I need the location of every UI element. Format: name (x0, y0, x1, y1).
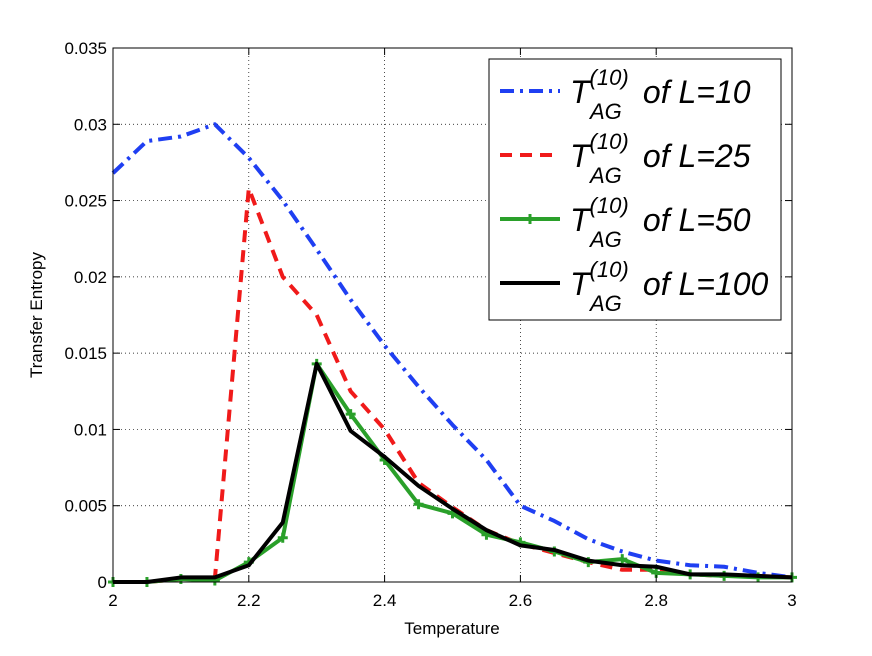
series-3-marker (617, 554, 628, 565)
y-tick-label: 0.005 (64, 497, 107, 516)
series-line-4 (113, 361, 793, 584)
series-3-marker (345, 409, 356, 420)
legend-marker-3 (525, 214, 535, 224)
y-tick-label: 0.03 (74, 115, 107, 134)
legend-label-2: T(10) AG of L=25 (570, 129, 751, 188)
x-tick-label: 2.4 (373, 591, 397, 610)
plot-frame (112, 47, 793, 583)
legend-label-4: T(10) AG of L=100 (570, 257, 769, 316)
y-tick-label: 0.01 (74, 420, 107, 439)
y-tick-label: 0.025 (64, 192, 107, 211)
y-tick-label: 0.02 (74, 268, 107, 287)
x-tick-label: 2.8 (644, 591, 668, 610)
legend: T(10) AG of L=10T(10) AG of L=25T(10) AG of… (488, 58, 782, 321)
y-tick-label: 0 (98, 573, 107, 592)
x-tick-label: 2 (108, 591, 117, 610)
legend-label-3: T(10) AG of L=50 (570, 193, 751, 252)
x-tick-label: 2.6 (509, 591, 533, 610)
series-3-marker (413, 499, 424, 510)
series-line-1 (111, 122, 793, 580)
legend-box (488, 58, 782, 321)
x-tick-label: 2.2 (237, 591, 261, 610)
axis-ticks: 2 2.2 2.4 2.6 2.8 3 0 0.005 0.01 0.015 0.02 0.025 0.… (64, 39, 796, 610)
y-tick-label: 0.035 (64, 39, 107, 58)
y-axis-label: Transfer Entropy (27, 252, 46, 378)
legend-label-1: T(10) AG of L=10 (570, 65, 751, 124)
series-3-marker (277, 532, 288, 543)
y-tick-label: 0.015 (64, 344, 107, 363)
x-tick-label: 3 (787, 591, 796, 610)
x-axis-label: Temperature (404, 619, 499, 638)
